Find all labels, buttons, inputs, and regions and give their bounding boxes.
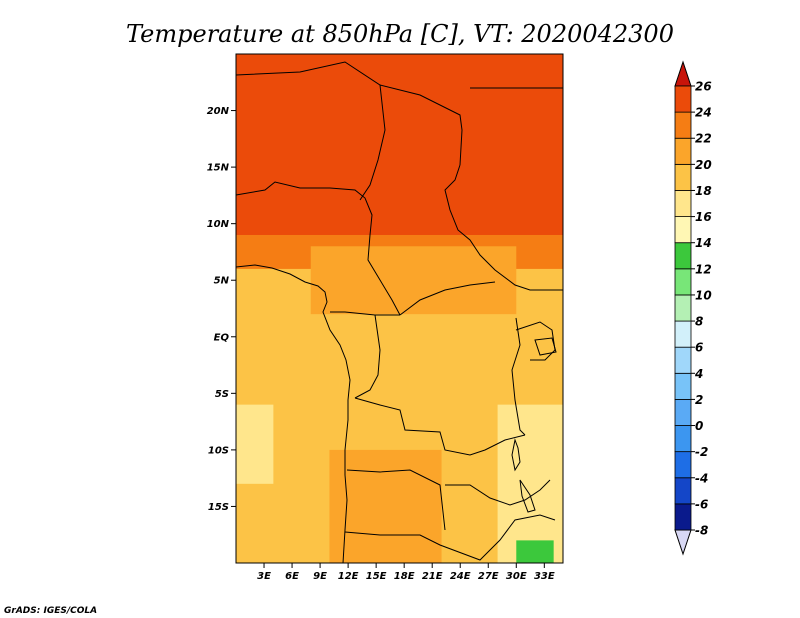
border [515,321,556,361]
y-axis: 20N 15N 10N 5N EQ 5S 10S 15S [207,106,236,513]
colorbar-tick-label: -8 [695,524,708,538]
colorbar-segment [674,294,692,322]
colorbar-segment [674,268,692,296]
colorbar-segment [674,320,692,348]
credit-label: GrADS: IGES/COLA [4,606,97,616]
border [354,397,526,456]
border [444,164,563,291]
colorbar-tick-label: 4 [694,367,703,381]
chart-title: Temperature at 850hPa [C], VT: 202004230… [126,20,674,48]
colorbar-over-arrow [674,60,692,87]
colorbar-segment [674,216,692,244]
colorbar-tick-label: 2 [695,393,703,407]
x-axis: 3E 6E 9E 12E 15E 18E 21E 24E 27E 30E 33E [257,563,555,582]
colorbar-under-arrow [674,529,692,556]
x-tick-label: 21E [422,571,443,582]
colorbar-segment [674,425,692,453]
x-tick-label: 3E [257,571,271,582]
colorbar-tick-label: 22 [695,132,712,146]
colorbar-tick-label: 20 [695,158,712,172]
border [354,314,381,399]
border [236,61,463,166]
colorbar-tick-label: -2 [695,445,708,459]
x-tick-label: 27E [478,571,499,582]
y-tick-label: 10N [207,219,230,230]
colorbar-segment [674,163,692,191]
colorbar-tick-label: 16 [695,210,712,224]
temperature-region-4 [236,404,274,484]
colorbar-tick-label: 26 [695,80,712,94]
colorbar-segment [674,346,692,374]
colorbar-tick-label: 12 [695,262,712,276]
colorbar-segment [674,111,692,139]
temperature-region-5 [516,540,554,563]
x-tick-label: 24E [450,571,471,582]
colorbar-tick-label: 8 [695,315,703,329]
country-borders [236,61,563,563]
x-tick-label: 6E [285,571,299,582]
border [346,469,446,531]
coastline [236,264,351,563]
y-tick-label: 15N [207,163,230,174]
colorbar-tick-label: 0 [695,419,703,433]
border [359,84,386,201]
lake-outline [519,479,536,513]
plot-frame [235,53,564,564]
border [399,281,496,316]
border [511,317,526,436]
temperature-field [236,54,563,563]
colorbar-segment [674,372,692,400]
x-tick-label: 9E [313,571,327,582]
y-tick-label: 20N [207,106,230,117]
temperature-region-3 [497,404,563,563]
border [344,514,556,561]
colorbar-segment [674,399,692,426]
x-tick-label: 12E [338,571,359,582]
y-tick-label: 10S [208,445,229,456]
temperature-region-7 [310,246,517,315]
y-tick-label: 5S [215,389,229,400]
colorbar-segment [674,242,692,270]
colorbar-tick-label: 10 [695,288,712,302]
x-tick-label: 33E [534,571,555,582]
colorbar-tick-label: 18 [695,184,712,198]
border [236,181,373,236]
colorbar-segment [674,503,692,531]
lake-outline [511,438,521,472]
colorbar-segment [674,137,692,165]
colorbar-tick-label: -6 [695,497,708,511]
colorbar-tick-label: 24 [695,106,712,120]
colorbar-segment [674,451,692,479]
temperature-region-6 [329,449,442,563]
x-tick-label: 18E [394,571,415,582]
colorbar-segment [674,190,692,217]
colorbar-tick-label: -4 [695,471,708,485]
colorbar-tick-label: 6 [695,341,703,355]
x-tick-label: 15E [366,571,387,582]
border [445,479,551,506]
colorbar-segment [674,477,692,505]
y-tick-label: EQ [214,332,230,343]
colorbar-tick-label: 14 [695,236,712,250]
colorbar-segment [674,85,692,113]
x-tick-label: 30E [506,571,527,582]
border [330,311,400,316]
lake-outline [534,337,557,356]
y-tick-label: 15S [208,502,229,513]
y-tick-label: 5N [214,276,230,287]
temperature-region-2 [236,54,563,235]
border [367,234,401,316]
